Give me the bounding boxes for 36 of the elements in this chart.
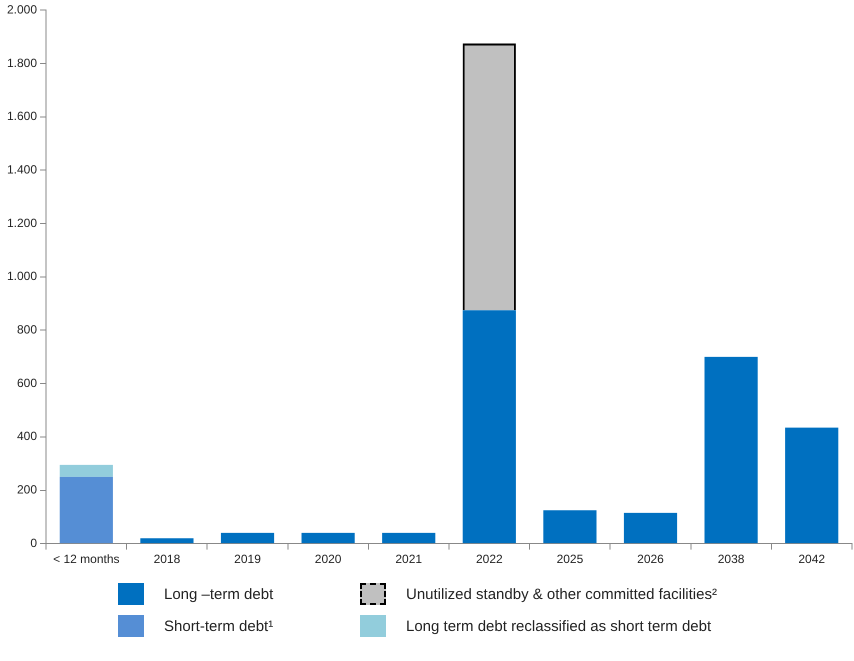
legend-label: Short-term debt¹ [164,618,274,634]
x-tick-label: 2026 [637,552,664,566]
x-tick-label: 2022 [476,552,503,566]
y-tick-label: 1.200 [7,216,38,230]
legend-label: Long term debt reclassified as short term debt [406,618,712,634]
y-tick-label: 800 [17,322,38,337]
y-tick-label: 600 [17,376,38,390]
bar [220,532,274,544]
x-tick-label: 2025 [556,552,584,566]
x-tick-label: 2038 [718,552,745,566]
y-tick-label: 1.400 [7,162,38,177]
bar [60,464,113,477]
y-tick-label: 1.800 [7,56,38,70]
bar [382,532,436,544]
bar [302,532,355,544]
legend-label: Unutilized standby & other committed facilities² [406,586,717,602]
bar [704,356,758,544]
legend-label: Long –term debt [164,586,274,602]
y-tick-label: 0 [30,536,38,550]
y-tick-label: 200 [17,482,38,497]
bar [624,512,678,544]
y-tick-label: 1.000 [7,269,38,284]
x-tick-label: 2021 [395,552,422,566]
bar [462,310,516,544]
y-tick-label: 2.000 [7,2,38,17]
y-tick-label: 1.600 [7,109,38,124]
bar [785,428,838,544]
y-tick-label: 400 [17,429,38,444]
x-tick-label: 2019 [234,552,262,566]
x-tick-label: 2018 [154,552,181,566]
bar [140,538,194,544]
bar [543,510,597,544]
x-tick-label: 2020 [314,552,342,566]
bar [60,476,113,544]
x-tick-label: < 12 months [53,552,120,566]
x-tick-label: 2042 [798,552,826,566]
